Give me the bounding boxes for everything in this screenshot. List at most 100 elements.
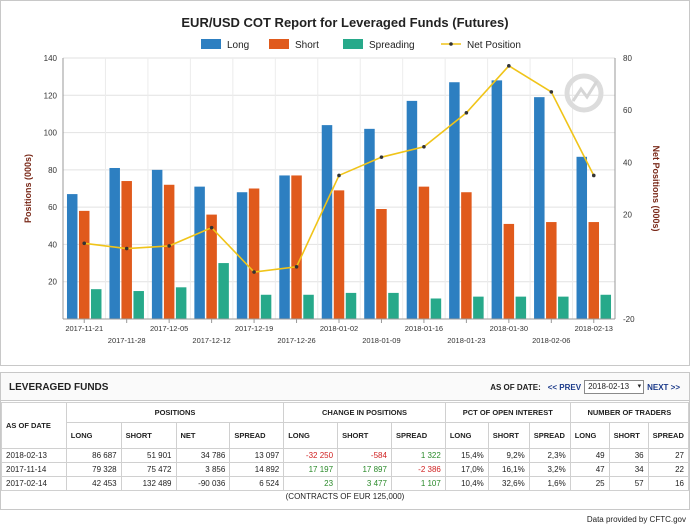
x-tick-label: 2017-11-28 [108,336,146,345]
x-tick-label: 2017-12-26 [277,336,315,345]
bar-spreading [260,294,272,319]
y-tick-label-left: 120 [44,91,58,100]
x-tick-label: 2018-01-30 [490,324,528,333]
bar-short [588,222,600,319]
date-select[interactable]: 2018-02-13 ▾ [584,380,645,394]
cell-spread: 6 524 [229,476,285,491]
cell-change-spread: 1 107 [390,476,446,491]
bar-short [418,186,430,319]
data-credit: Data provided by CFTC.gov [586,515,686,524]
column-header: LONG [65,422,122,449]
chart-panel: EUR/USD COT Report for Leveraged Funds (… [0,0,690,366]
legend-swatch [269,39,289,49]
x-tick-label: 2018-01-16 [405,324,443,333]
cell-long: 86 687 [65,448,122,463]
x-tick-label: 2017-12-05 [150,324,188,333]
y-tick-label-right: 80 [623,54,632,63]
cell-pct-long: 15,4% [444,448,489,463]
group-header-pct: PCT OF OPEN INTEREST [444,402,571,423]
cot-data-table: AS OF DATE POSITIONS CHANGE IN POSITIONS… [1,402,690,503]
bar-spreading [303,294,314,319]
bar-spreading [133,291,144,319]
cell-net: 3 856 [175,462,231,477]
cell-net: 34 786 [175,448,231,463]
cell-pct-spread: 2,3% [528,448,571,463]
legend-label: Net Position [467,40,521,51]
cell-pct-long: 10,4% [444,476,489,491]
cell-traders-spread: 16 [647,476,690,491]
y-tick-label-left: 140 [44,54,58,63]
bar-long [491,80,503,319]
bar-long [576,156,588,319]
legend-swatch [201,39,221,49]
table-header-bar: LEVERAGED FUNDS AS OF DATE: << PREV 2018… [1,373,689,401]
x-tick-label: 2018-01-02 [320,324,358,333]
column-header: LONG [283,422,339,449]
net-position-point [464,111,469,115]
group-header-traders: NUMBER OF TRADERS [569,402,690,423]
y-axis-label-right: Net Positions (000s) [651,145,661,231]
column-header: SPREAD [647,422,690,449]
cell-spread: 13 097 [229,448,285,463]
cell-traders-long: 49 [569,448,610,463]
x-tick-label: 2017-12-12 [192,336,230,345]
bar-long [151,169,163,319]
net-position-point [124,246,129,251]
legend-label: Spreading [369,40,415,51]
bar-short [546,222,557,319]
cell-change-short: 17 897 [337,462,392,477]
table-title: LEVERAGED FUNDS [9,382,109,393]
net-position-point [167,244,171,248]
column-header: SPREAD [528,422,571,449]
cell-traders-long: 47 [569,462,610,477]
y-tick-label-right: 60 [623,106,632,115]
selected-date-value: 2018-02-13 [588,382,630,391]
cell-long: 42 453 [65,476,122,491]
column-header: NET [175,422,231,449]
cell-pct-spread: 1,6% [528,476,571,491]
bar-spreading [218,263,229,319]
x-tick-label: 2017-11-21 [65,324,103,333]
bar-short [291,175,302,319]
bar-short [376,209,387,319]
bar-spreading [473,296,484,319]
net-position-point [549,90,554,94]
bar-spreading [558,296,569,319]
column-header: SPREAD [229,422,285,449]
net-position-point [591,173,596,178]
cell-pct-short: 32,6% [487,476,530,491]
net-position-point [422,144,426,149]
bar-short [163,184,175,319]
column-header: LONG [444,422,489,449]
cell-change-spread: -2 386 [390,462,446,477]
cell-pct-short: 9,2% [487,448,530,463]
bar-long [66,194,78,319]
column-header: SHORT [120,422,177,449]
bar-long [406,100,418,319]
cell-change-long: 23 [283,476,339,491]
y-tick-label-right: -20 [623,315,635,324]
y-tick-label-right: 40 [623,158,632,167]
column-header: SHORT [487,422,530,449]
cell-change-long: -32 250 [283,448,339,463]
bar-short [333,190,345,319]
bar-long [364,128,375,319]
prev-date-link[interactable]: << PREV [547,382,582,392]
table-row: 2018-02-13 86 687 51 901 34 786 13 097 -… [1,448,690,463]
cell-short: 132 489 [120,476,177,491]
cell-spread: 14 892 [229,462,285,477]
cell-short: 51 901 [120,448,177,463]
next-date-link[interactable]: NEXT >> [647,382,680,392]
net-position-point [294,265,299,269]
cell-long: 79 328 [65,462,122,477]
bar-long [534,97,545,320]
x-tick-label: 2018-01-09 [362,336,400,345]
y-tick-label-left: 40 [48,240,57,249]
cell-traders-long: 25 [569,476,610,491]
cot-chart: EUR/USD COT Report for Leveraged Funds (… [23,15,661,345]
bar-spreading [90,289,102,319]
x-tick-label: 2018-02-13 [575,324,613,333]
row-date: 2017-02-14 [1,476,67,491]
row-date: 2017-11-14 [1,462,67,477]
net-position-point [507,64,511,68]
